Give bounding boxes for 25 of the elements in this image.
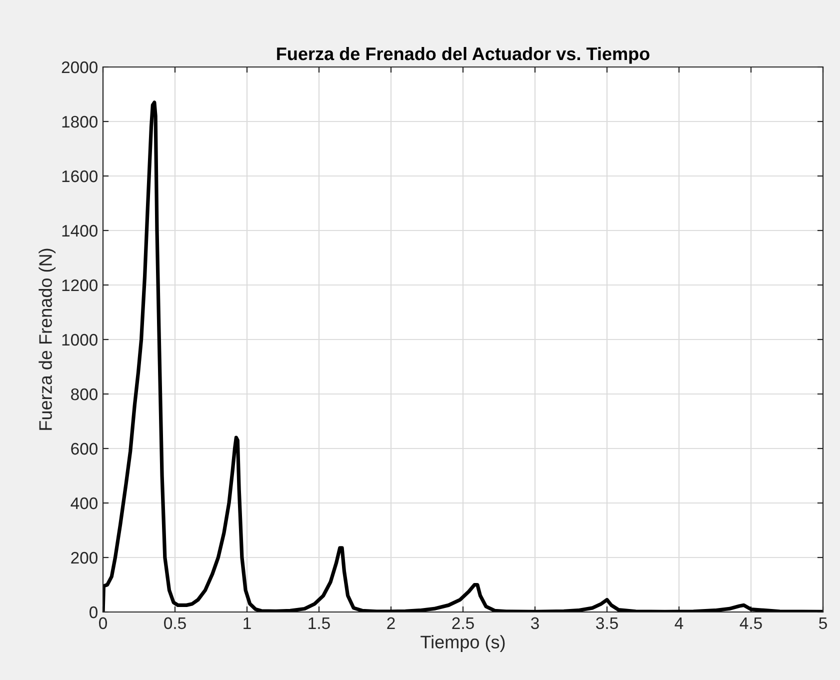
y-tick-label: 600 xyxy=(71,442,98,455)
x-tick-label: 0 xyxy=(99,617,107,630)
x-tick-label: 1 xyxy=(244,617,251,629)
y-tick-label: 1200 xyxy=(62,279,98,292)
chart-title: Fuerza de Frenado del Actuador vs. Tiempo xyxy=(277,46,650,64)
y-tick-label: 1000 xyxy=(62,334,98,346)
y-tick-label: 2000 xyxy=(62,61,98,74)
x-tick-label: 1.5 xyxy=(308,617,330,630)
x-tick-label: 2.5 xyxy=(452,617,474,630)
y-tick-label: 1600 xyxy=(62,170,98,182)
x-tick-label: 3 xyxy=(531,617,539,630)
x-axis-title: Tiempo (s) xyxy=(420,635,505,652)
y-tick-label: 1800 xyxy=(62,116,98,128)
x-tick-label: 4 xyxy=(674,617,684,629)
y-tick-label: 1400 xyxy=(62,224,98,237)
x-tick-label: 2 xyxy=(387,617,395,629)
x-tick-label: 4.5 xyxy=(740,617,762,630)
x-tick-label: 0.5 xyxy=(164,617,186,630)
y-axis-title: Fuerza de Frenado (N) xyxy=(38,248,56,430)
y-tick-label: 800 xyxy=(71,388,98,400)
y-tick-label: 200 xyxy=(71,552,98,564)
x-tick-label: 5 xyxy=(819,617,827,630)
x-tick-label: 3.5 xyxy=(596,617,618,630)
y-tick-label: 400 xyxy=(70,497,98,510)
y-tick-label: 0 xyxy=(90,606,98,618)
